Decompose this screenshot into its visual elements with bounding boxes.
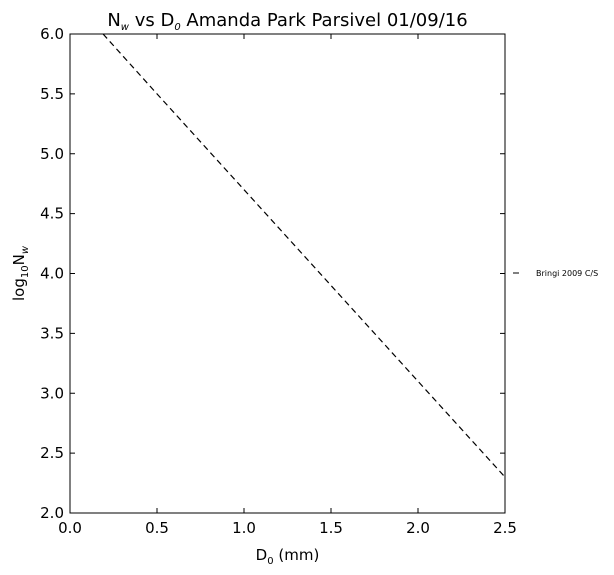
x-tick-label: 2.5: [493, 519, 517, 537]
x-axis-label-part: (mm): [274, 546, 320, 564]
x-tick-label: 0.5: [145, 519, 169, 537]
y-tick-label: 2.0: [40, 504, 64, 522]
chart-title: Nw vs D0 Amanda Park Parsivel 01/09/16: [107, 10, 467, 33]
y-tick-label: 3.5: [40, 324, 64, 342]
x-axis-label-subscript: 0: [267, 556, 273, 567]
y-tick-label: 4.5: [40, 205, 64, 223]
y-axis-label-part: N: [10, 254, 28, 265]
x-tick-label: 1.5: [319, 519, 343, 537]
x-tick-label: 1.0: [232, 519, 256, 537]
chart-title-subscript: w: [121, 22, 130, 33]
y-tick-label: 5.5: [40, 85, 64, 103]
x-axis-label-part: D: [256, 546, 268, 564]
chart-title-part: N: [107, 10, 120, 31]
y-tick-label: 3.0: [40, 384, 64, 402]
chart-title-part: Amanda Park Parsivel 01/09/16: [181, 10, 468, 31]
chart-title-subscript: 0: [174, 22, 180, 33]
x-tick-label: 2.0: [406, 519, 430, 537]
y-tick-label: 2.5: [40, 444, 64, 462]
y-axis-label-subscript: w: [20, 245, 31, 254]
y-axis-label-subscript: 10: [20, 265, 31, 278]
legend-label: Bringi 2009 C/S: [536, 269, 598, 278]
data-line: [102, 33, 506, 478]
x-axis-label: D0 (mm): [256, 546, 320, 567]
y-tick-label: 4.0: [40, 265, 64, 283]
x-tick-label: 0.0: [58, 519, 82, 537]
plot-frame: [69, 33, 506, 514]
y-tick-label: 6.0: [40, 25, 64, 43]
y-axis-label: log10Nw: [10, 245, 31, 301]
y-tick-label: 5.0: [40, 145, 64, 163]
chart-title-part: vs D: [129, 10, 174, 31]
y-axis-label-part: log: [10, 278, 28, 301]
